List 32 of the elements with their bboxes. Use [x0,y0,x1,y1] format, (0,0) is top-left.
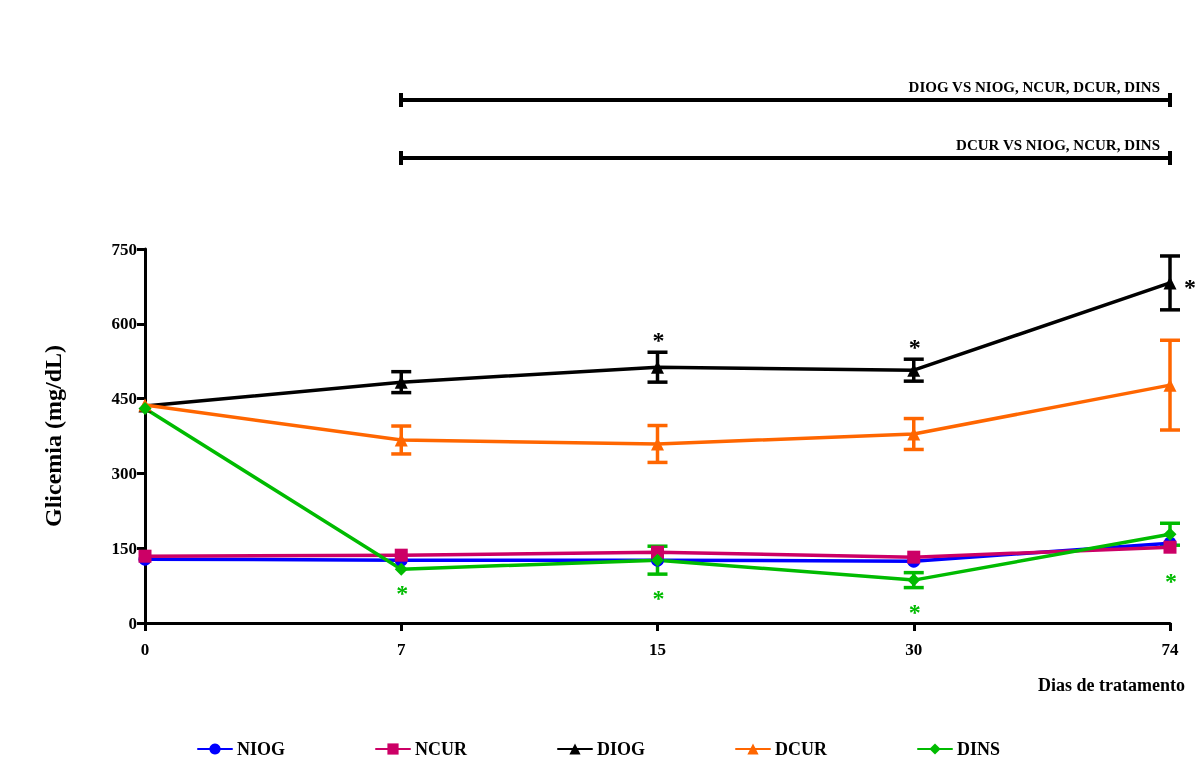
point [907,550,921,564]
y-axis-title: Glicemia (mg/dL) [40,345,66,527]
y-tick-label: 300 [111,463,137,483]
point [1163,540,1177,554]
point [394,548,408,562]
legend-label: NCUR [415,739,468,759]
legend-label: DIOG [596,739,646,759]
annotation: * [1165,568,1177,595]
x-tick-label: 7 [397,640,406,659]
point [1163,527,1177,541]
point [394,562,408,576]
y-tick-label: 0 [128,613,137,633]
x-tick-label: 0 [140,640,150,659]
annotation: * [1184,273,1196,300]
x-axis-title: Dias de tratamento [1038,675,1186,695]
x-tick-label: 30 [905,640,923,659]
y-tick-label: 600 [111,314,137,334]
annotation: * [908,598,921,625]
legend-label: DCUR [775,739,828,759]
x-tick-label: 74 [1161,640,1179,659]
y-tick-label: 750 [111,239,137,259]
legend-label: NIOG [236,739,286,759]
annotation: * [396,580,409,607]
y-tick-label: 150 [111,538,137,558]
x-tick-label: 15 [649,640,666,659]
annotation: * [652,327,665,354]
text: DCUR VS NIOG, NCUR, DINS [956,136,1160,153]
text: DIOG VS NIOG, NCUR, DCUR, DINS [908,78,1160,95]
y-tick-label: 450 [111,389,137,409]
annotation: * [652,585,665,612]
annotation: * [908,334,921,361]
legend-label: DINS [957,739,1001,759]
